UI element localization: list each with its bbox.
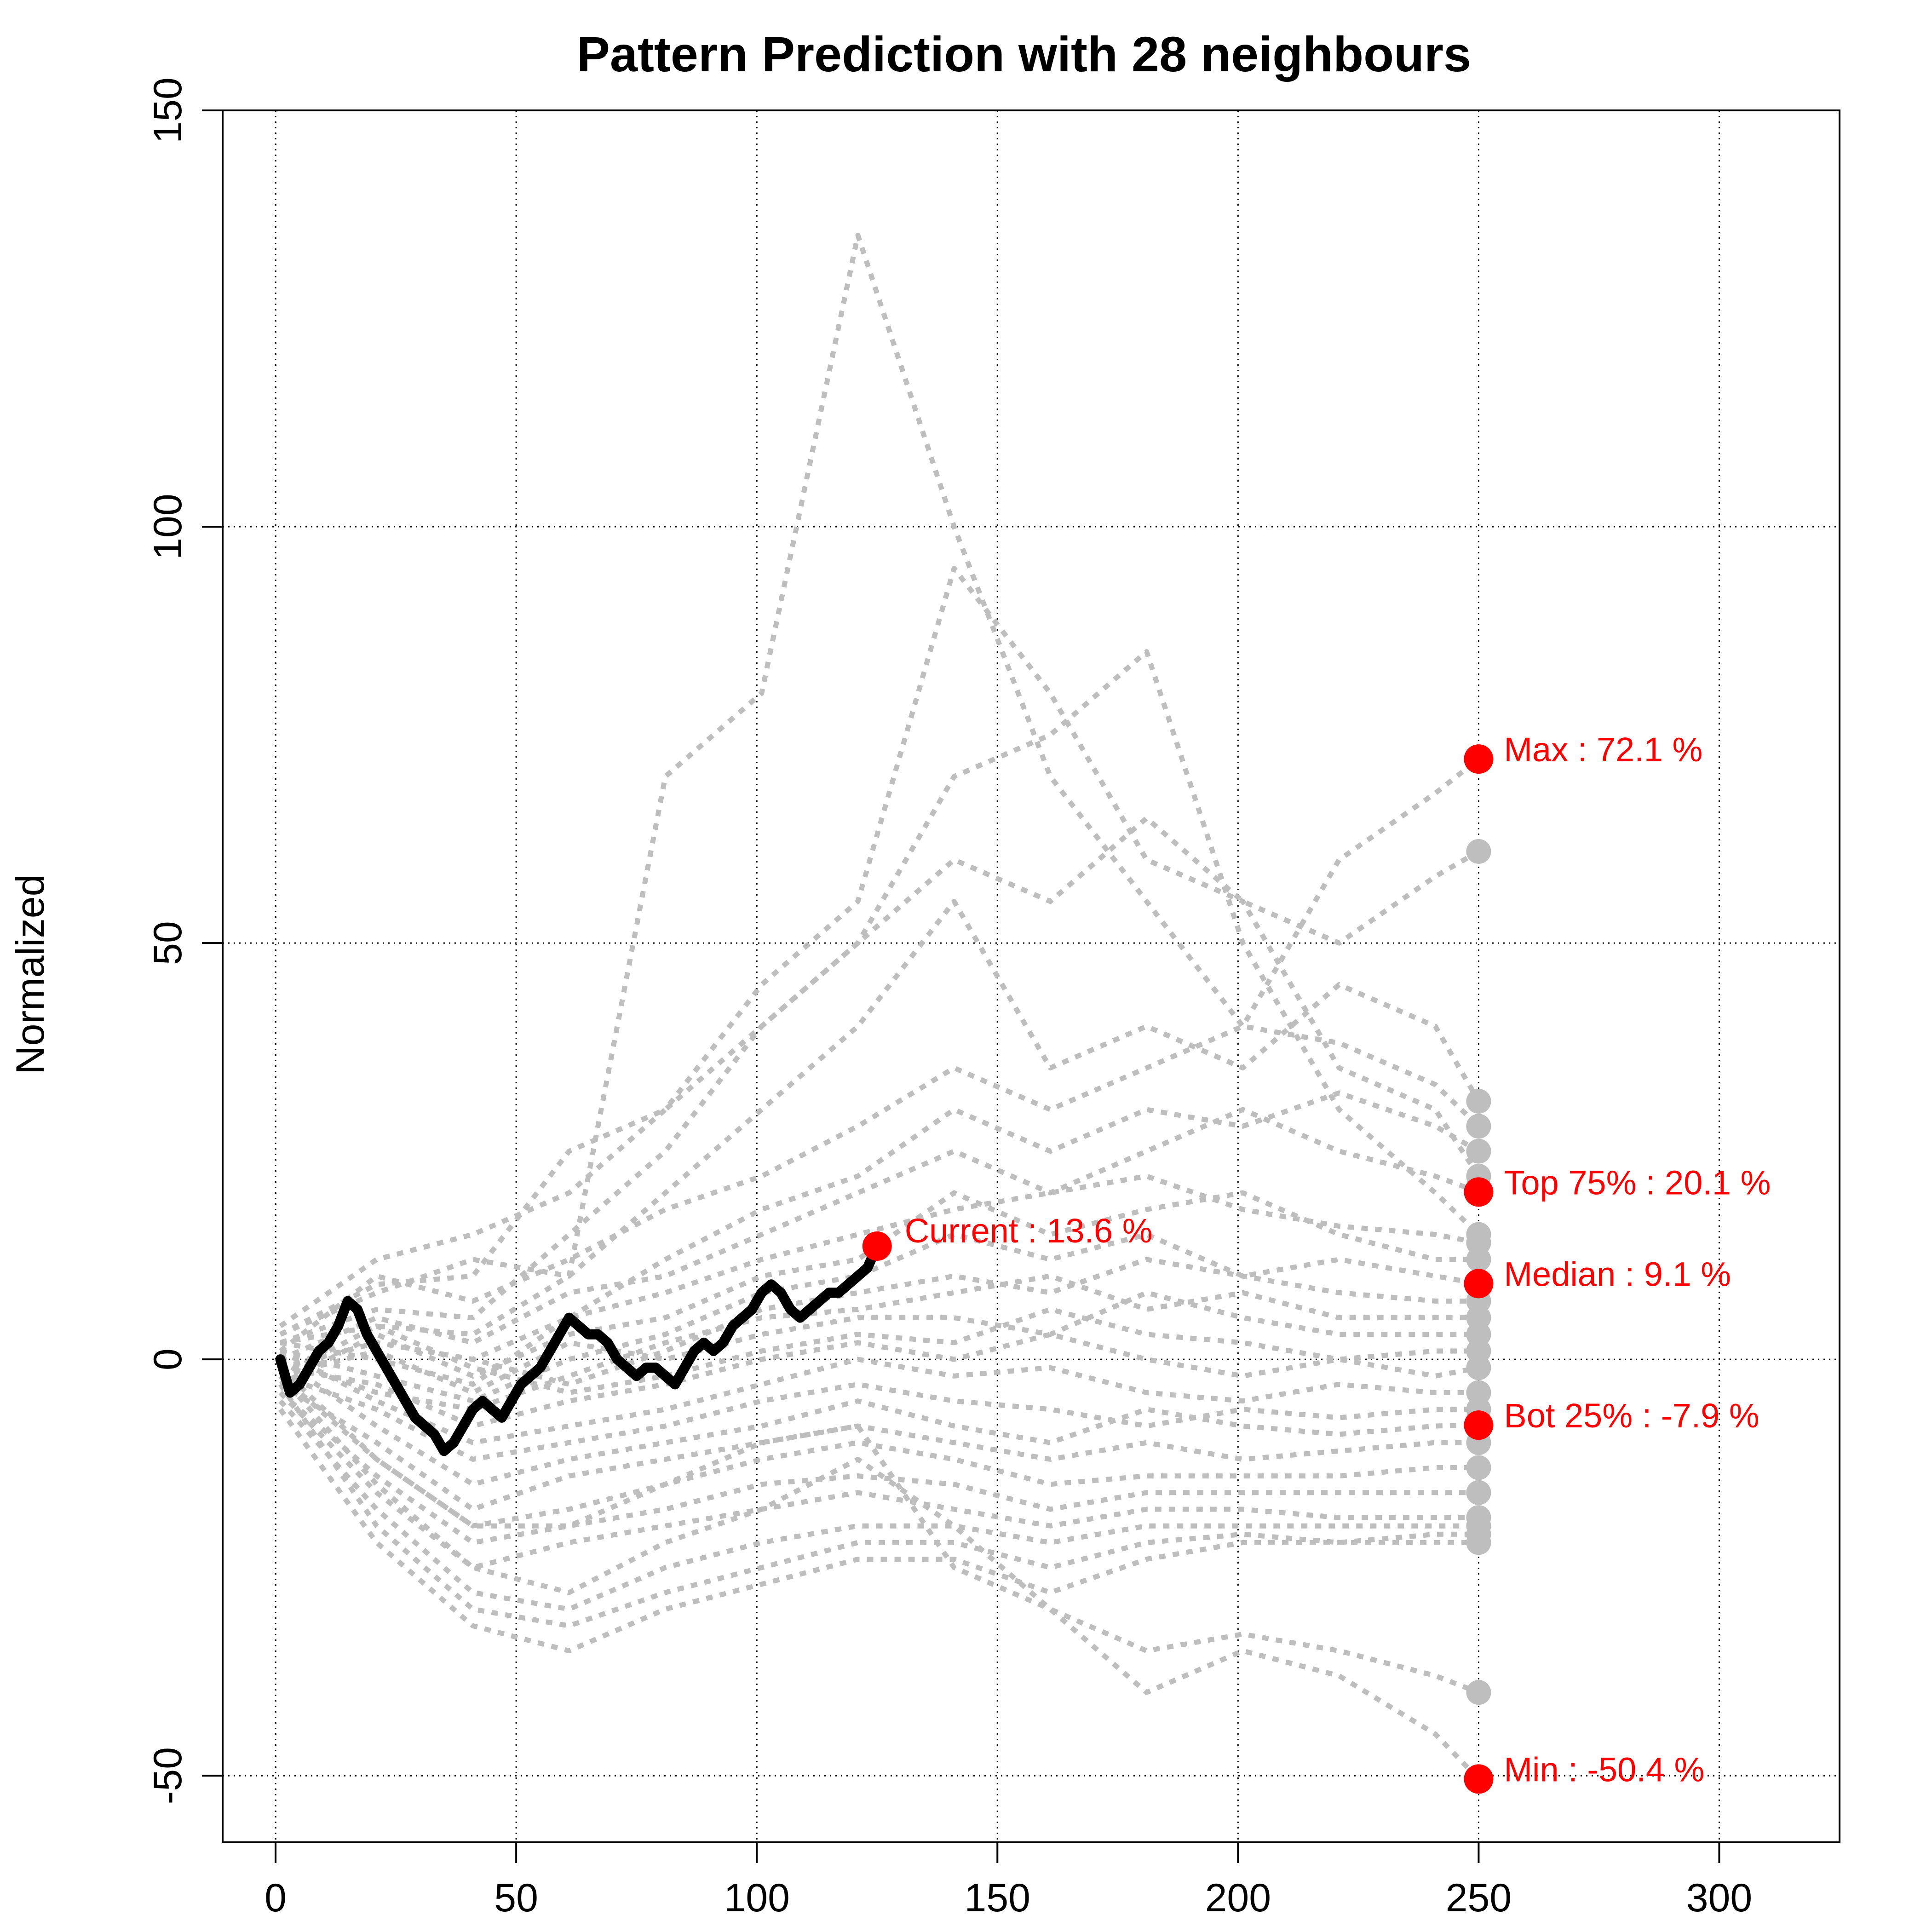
highlight-label: Top 75% : 20.1 % (1504, 1163, 1771, 1202)
highlight-label: Median : 9.1 % (1504, 1255, 1731, 1293)
endpoint-marker (1466, 1530, 1491, 1555)
highlight-marker (1464, 1269, 1494, 1299)
neighbour-line (278, 1366, 1479, 1529)
neighbour-line (279, 899, 1481, 1379)
neighbour-lines (278, 233, 1481, 1781)
neighbour-line (279, 233, 1480, 1337)
neighbour-line (279, 816, 1480, 1346)
neighbour-line (278, 1399, 1479, 1612)
endpoint-marker (1466, 1138, 1491, 1164)
highlight-markers: Current : 13.6 % Max : 72.1 % Top 75% : 20… (862, 730, 1771, 1794)
neighbour-line (280, 1290, 1479, 1395)
y-tick-label: -50 (146, 1747, 190, 1804)
highlight-marker (1464, 744, 1494, 774)
highlight-label: Max : 72.1 % (1504, 730, 1702, 769)
y-tick-label: 50 (146, 921, 190, 965)
endpoint-marker (1466, 1455, 1491, 1480)
neighbour-line (279, 1273, 1479, 1412)
highlight-label: Bot 25% : -7.9 % (1504, 1397, 1759, 1435)
neighbour-line (279, 1107, 1480, 1362)
neighbour-line (280, 1257, 1479, 1387)
current-label: Current : 13.6 % (905, 1212, 1153, 1250)
highlight-label: Min : -50.4 % (1504, 1750, 1704, 1788)
axes: 0 50 100 150 200 250 300 -50 0 50 100 150 (146, 77, 1752, 1920)
neighbour-line (278, 1391, 1479, 1545)
highlight-marker (1464, 1410, 1494, 1440)
neighbour-line (280, 1090, 1480, 1370)
endpoint-marker (1466, 1114, 1491, 1139)
x-tick-label: 200 (1205, 1876, 1271, 1920)
neighbour-line (278, 1408, 1479, 1654)
y-tick-label: 150 (146, 77, 190, 144)
neighbour-line (279, 1374, 1479, 1462)
y-tick-label: 100 (146, 494, 190, 560)
endpoint-marker (1466, 839, 1491, 864)
neighbour-line (278, 1374, 1481, 1781)
x-tick-label: 100 (724, 1876, 790, 1920)
x-tick-label: 50 (494, 1876, 538, 1920)
endpoint-marker (1466, 1680, 1491, 1705)
current-marker (862, 1231, 892, 1261)
neighbour-line (278, 1391, 1480, 1695)
endpoint-marker (1466, 1355, 1491, 1380)
highlight-marker (1464, 1764, 1494, 1794)
y-axis-label: Normalized (8, 874, 52, 1075)
x-tick-label: 0 (264, 1876, 287, 1920)
current-line (275, 1241, 882, 1456)
x-tick-label: 150 (965, 1876, 1031, 1920)
neighbour-line (279, 649, 1481, 1337)
y-tick-label: 0 (146, 1348, 190, 1370)
neighbour-line (279, 1349, 1479, 1445)
endpoint-marker (1466, 1089, 1491, 1114)
x-tick-label: 300 (1686, 1876, 1753, 1920)
current-line-group (275, 1241, 882, 1456)
endpoint-marker (1466, 1247, 1491, 1272)
highlight-marker (1464, 1177, 1494, 1207)
neighbour-line (280, 1173, 1479, 1387)
x-tick-label: 250 (1446, 1876, 1512, 1920)
neighbour-line (278, 1374, 1479, 1570)
neighbour-line (279, 1190, 1479, 1387)
chart-title: Pattern Prediction with 28 neighbours (577, 26, 1471, 82)
grid (223, 110, 1840, 1842)
neighbour-line (280, 1232, 1479, 1404)
neighbour-line (279, 1382, 1479, 1512)
neighbour-line (279, 1024, 1481, 1353)
endpoint-marker (1466, 1480, 1491, 1505)
plot-frame (222, 109, 1840, 1843)
